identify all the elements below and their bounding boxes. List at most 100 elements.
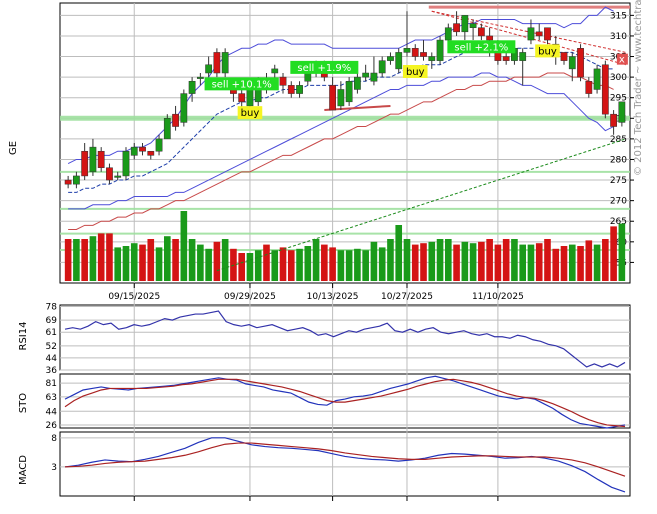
indicator-tick-label: 81 bbox=[46, 379, 57, 389]
indicator-tick-label: 78 bbox=[46, 303, 58, 313]
volume-bar bbox=[238, 253, 245, 281]
volume-bar bbox=[511, 239, 518, 281]
volume-bar bbox=[73, 239, 80, 281]
volume-bar bbox=[221, 239, 229, 281]
volume-bar bbox=[420, 243, 427, 281]
volume-bar bbox=[279, 247, 287, 281]
volume-bar bbox=[130, 243, 138, 281]
candle-up bbox=[155, 138, 163, 152]
volume-bar bbox=[354, 248, 361, 281]
price-tick-label: 285 bbox=[610, 135, 627, 145]
volume-bar bbox=[321, 244, 328, 281]
candle-up bbox=[593, 68, 601, 90]
panel-frame-0 bbox=[59, 2, 631, 284]
signal-badge bbox=[447, 40, 516, 54]
indicator-tick-label: 3 bbox=[51, 463, 57, 473]
volume-bar bbox=[312, 239, 320, 281]
candle-up bbox=[246, 89, 254, 107]
indicator-tick-label: 44 bbox=[46, 407, 58, 417]
volume-bar bbox=[370, 241, 378, 281]
candle-up bbox=[196, 76, 204, 79]
panel-frame-1 bbox=[59, 304, 631, 371]
signal-label: buy bbox=[406, 67, 425, 78]
candle-down bbox=[64, 179, 72, 185]
volume-bar bbox=[304, 246, 312, 281]
indicator-tick-label: 61 bbox=[46, 328, 57, 338]
indicator-series-line bbox=[64, 442, 626, 477]
volume-bar bbox=[577, 246, 584, 281]
candle-down bbox=[97, 150, 105, 168]
volume-bar bbox=[205, 248, 212, 281]
volume-bar bbox=[213, 241, 221, 281]
indicator-tick-label: 63 bbox=[46, 393, 57, 403]
candle-up bbox=[444, 27, 452, 41]
candle-down bbox=[329, 85, 336, 111]
volume-bar bbox=[428, 241, 436, 281]
candle-down bbox=[238, 93, 246, 103]
indicator-tick-label: 52 bbox=[46, 342, 57, 352]
indicator-tick-label: 8 bbox=[51, 434, 57, 444]
signal-label: sell +10.1% bbox=[212, 79, 272, 90]
candle-up bbox=[527, 27, 535, 41]
candle-down bbox=[106, 167, 113, 181]
candle-down bbox=[601, 64, 609, 115]
volume-bar bbox=[180, 211, 188, 281]
panel-frame-3 bbox=[59, 431, 631, 497]
candle-down bbox=[585, 80, 593, 94]
price-tick-label: 310 bbox=[610, 32, 627, 42]
candle-up bbox=[618, 101, 626, 123]
candle-down bbox=[172, 113, 179, 127]
candle-down bbox=[535, 31, 543, 37]
volume-bar bbox=[535, 243, 543, 281]
signal-badge bbox=[535, 44, 560, 58]
volume-bar bbox=[337, 250, 345, 281]
candle-down bbox=[411, 48, 419, 57]
candle-up bbox=[403, 48, 411, 53]
price-tick-label: 295 bbox=[610, 94, 627, 104]
exit-marker bbox=[616, 53, 628, 65]
volume-bar bbox=[172, 239, 179, 281]
candle-up bbox=[370, 72, 378, 82]
panel-frame-2 bbox=[59, 373, 631, 429]
volume-bar bbox=[97, 233, 105, 281]
candle-up bbox=[469, 23, 477, 28]
candle-down bbox=[486, 35, 494, 41]
indicator-tick-label: 44 bbox=[46, 354, 58, 364]
candle-down bbox=[81, 150, 89, 177]
price-tick-label: 275 bbox=[610, 176, 627, 186]
volume-bar bbox=[568, 244, 576, 281]
candle-up bbox=[163, 118, 171, 140]
volume-bar bbox=[552, 248, 560, 281]
volume-bar bbox=[114, 247, 122, 281]
volume-bar bbox=[362, 250, 369, 281]
x-tick-label: 09/15/2025 bbox=[108, 292, 160, 302]
candle-down bbox=[502, 56, 510, 61]
volume-bar bbox=[461, 241, 469, 281]
volume-bar bbox=[519, 244, 526, 281]
volume-bar bbox=[89, 236, 97, 281]
volume-bar bbox=[164, 236, 171, 281]
uptrend-line bbox=[216, 138, 627, 272]
price-tick-label: 300 bbox=[610, 73, 627, 83]
candle-down bbox=[420, 52, 427, 57]
signal-badge bbox=[237, 106, 263, 120]
candle-up bbox=[354, 76, 361, 90]
volume-bar bbox=[139, 244, 146, 281]
price-tick-label: 265 bbox=[610, 217, 627, 227]
indicator-series-line bbox=[64, 378, 626, 428]
candle-up bbox=[345, 80, 353, 103]
signal-badge bbox=[402, 65, 428, 78]
candle-down bbox=[577, 48, 584, 78]
volume-bar bbox=[271, 250, 279, 281]
indicator-tick-label: 26 bbox=[46, 421, 58, 431]
volume-bar bbox=[602, 239, 609, 281]
volume-bar bbox=[345, 250, 353, 281]
candle-up bbox=[428, 56, 436, 61]
candle-down bbox=[544, 27, 551, 41]
indicator-tick-label: 69 bbox=[46, 316, 58, 326]
candle-up bbox=[387, 56, 394, 61]
volume-bar bbox=[296, 248, 303, 281]
volume-bar bbox=[610, 226, 617, 281]
x-tick-label: 09/29/2025 bbox=[224, 292, 276, 302]
